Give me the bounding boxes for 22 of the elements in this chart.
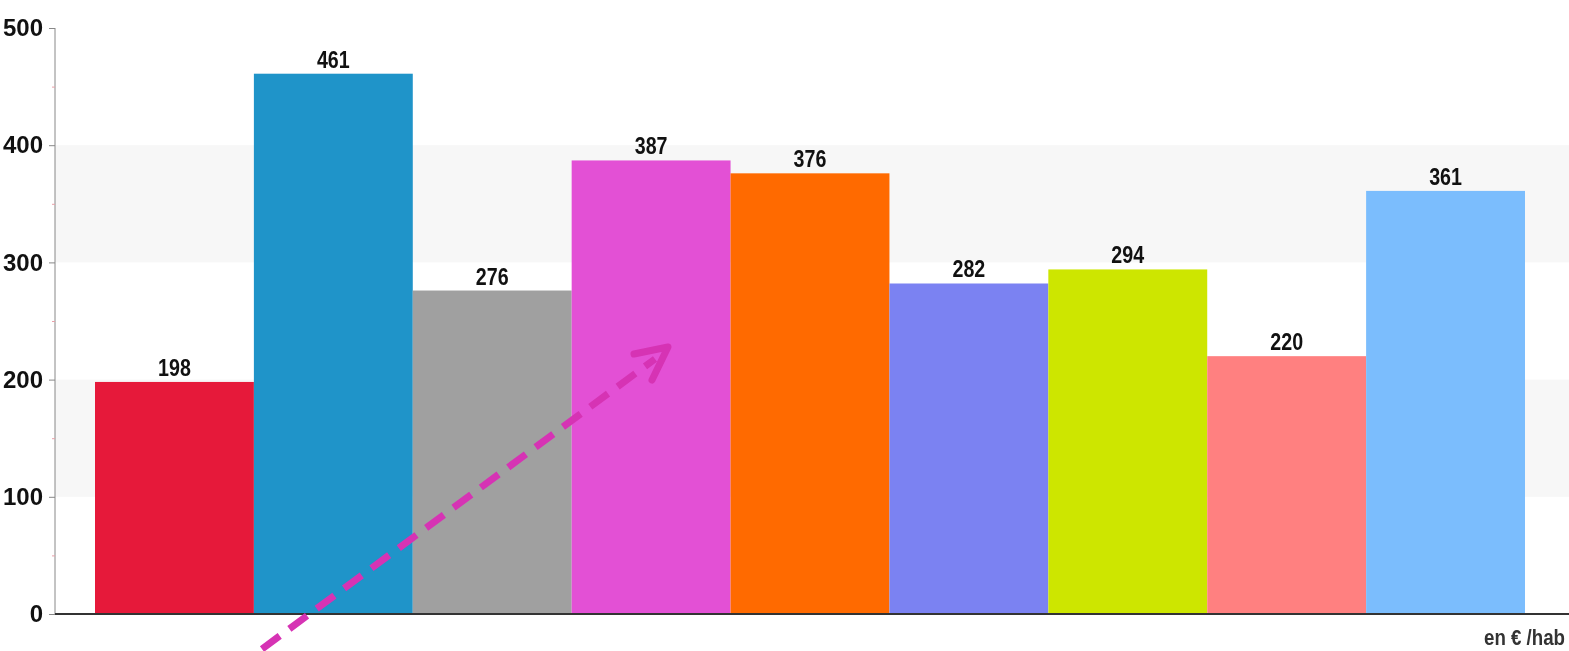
y-tick-label: 0 bbox=[29, 600, 43, 628]
bar bbox=[1366, 190, 1525, 614]
bar bbox=[889, 283, 1049, 614]
bar bbox=[730, 173, 890, 614]
data-label: 461 bbox=[316, 45, 350, 74]
y-tick-label: 200 bbox=[2, 365, 43, 393]
data-label: 276 bbox=[475, 262, 509, 290]
x-axis-title: en € /hab bbox=[1483, 625, 1565, 650]
data-label: 282 bbox=[952, 255, 986, 283]
y-tick-label: 100 bbox=[2, 482, 43, 510]
bar bbox=[1048, 269, 1208, 614]
data-label: 361 bbox=[1429, 163, 1462, 191]
y-tick-label: 400 bbox=[2, 131, 43, 159]
data-label: 294 bbox=[1111, 241, 1145, 269]
data-label: 387 bbox=[634, 132, 668, 160]
data-label: 376 bbox=[793, 145, 827, 173]
data-label: 220 bbox=[1270, 328, 1304, 356]
bar bbox=[1207, 356, 1367, 614]
y-tick-label: 500 bbox=[2, 14, 43, 42]
bar bbox=[95, 381, 254, 614]
y-tick-label: 300 bbox=[2, 248, 43, 276]
data-label: 198 bbox=[158, 354, 191, 382]
